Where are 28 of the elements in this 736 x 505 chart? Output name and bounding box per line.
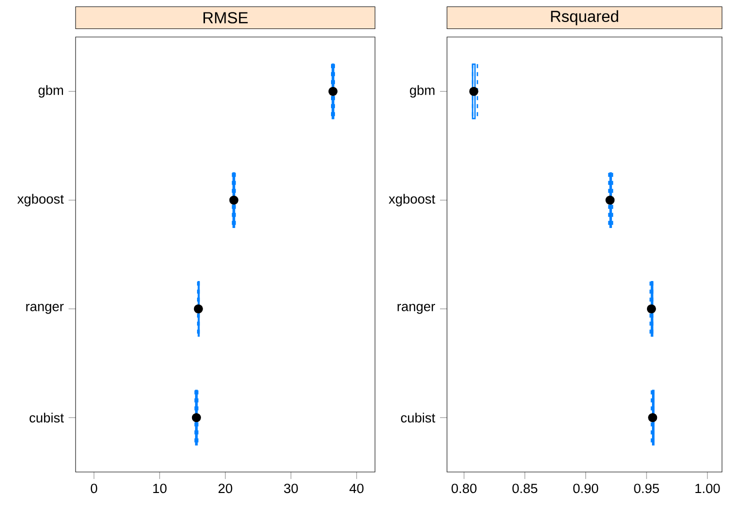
x-tick-label: 1.00: [695, 484, 720, 494]
x-tick-label: 0.80: [452, 484, 476, 494]
point: [648, 413, 658, 422]
x-tick-label: 10: [153, 484, 167, 494]
y-tick-label: gbm: [38, 85, 64, 98]
point: [192, 413, 201, 422]
x-tick-label: 30: [284, 484, 298, 494]
point: [229, 196, 238, 205]
x-tick-label: 0: [90, 484, 98, 494]
chart-title: Rsquared: [551, 10, 618, 26]
x-tick-label: 0.90: [573, 484, 598, 494]
y-tick-label: ranger: [398, 304, 436, 314]
point: [469, 86, 478, 96]
point: [646, 304, 656, 314]
y-tick-label: xgboost: [17, 194, 64, 206]
chart-title: RMSE: [204, 12, 248, 24]
x-tick-label: 40: [350, 484, 364, 494]
x-tick-label: 0.95: [634, 484, 659, 494]
y-tick-label: cubist: [30, 412, 64, 423]
y-tick-label: ranger: [26, 304, 64, 314]
x-tick-label: 20: [218, 484, 232, 494]
point: [194, 304, 203, 314]
y-tick-label: cubist: [401, 412, 436, 423]
x-tick-label: 0.85: [512, 484, 538, 494]
point: [606, 196, 615, 205]
y-tick-label: gbm: [410, 85, 434, 98]
point: [328, 86, 338, 96]
y-tick-label: xgboost: [388, 194, 436, 206]
